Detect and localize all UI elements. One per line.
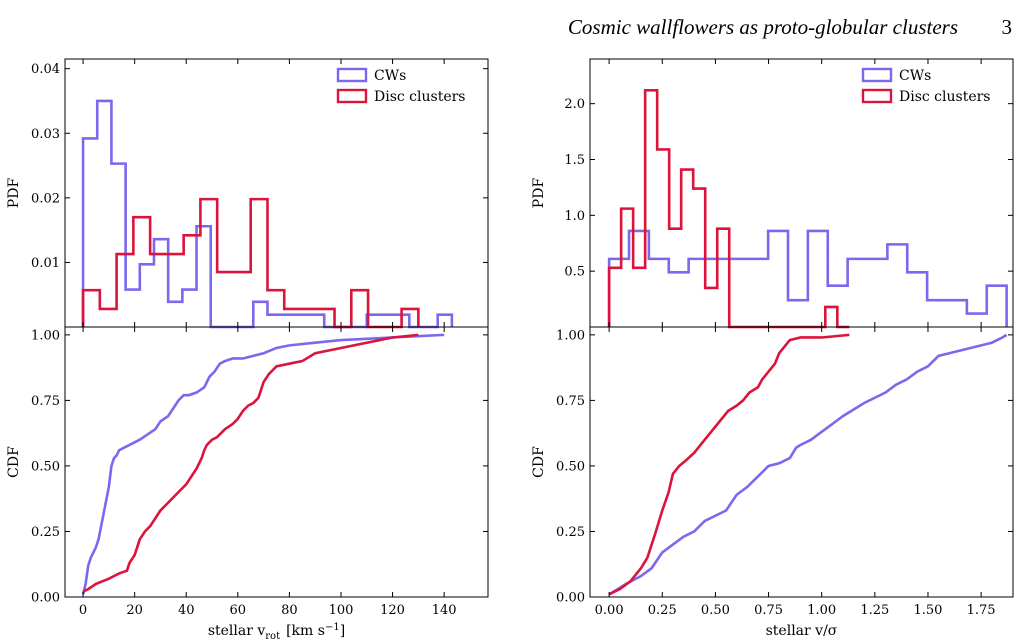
y-tick-label: 0.75 [31,394,60,409]
y-tick-label: 0.00 [556,591,585,606]
pdf-panel-v-over-sigma: 0.5 1.0 1.5 2.0 PDF CWs Disc clusters [531,58,1014,329]
y-tick-label: 1.00 [31,328,60,343]
y-tick-label: 0.04 [31,62,60,77]
x-tick-label: 140 [432,603,457,618]
x-tick-label: 40 [178,603,195,618]
y-tick-label: 0.50 [31,459,60,474]
x-tick-label: 0.50 [701,603,730,618]
x-axis-label-part-sub: rot [265,631,280,642]
axes-frame [64,326,489,598]
x-axis-label: stellar vrot [km s−1] [208,622,345,642]
legend-label: CWs [899,68,931,84]
x-tick-label: 100 [329,603,354,618]
y-axis-label: CDF [6,446,22,478]
x-tick-label: 0.25 [648,603,677,618]
x-tick-label: 0 [79,603,87,618]
histogram-cws [607,229,1008,327]
y-tick-label: 0.01 [31,256,60,271]
x-tick-label: 120 [380,603,405,618]
cdf-line-cws [608,333,1008,596]
y-tick-label: 0.75 [556,394,585,409]
cdf-line-disc-clusters [82,333,419,593]
y-tick-label: 1.00 [556,328,585,343]
y-axis-label: PDF [6,178,22,209]
x-tick-label: 80 [281,603,298,618]
page-number: 3 [1002,15,1013,39]
y-tick-label: 0.03 [31,127,60,142]
x-tick-label: 0.75 [754,603,783,618]
cdf-panel-vrot: 0 20 40 60 80 100 120 140 0.00 0.25 0.50 0.75 1.00 CD… [6,326,489,642]
y-tick-label: 0.25 [556,525,585,540]
x-tick-label: 20 [126,603,143,618]
pdf-panel-vrot: 0.01 0.02 0.03 0.04 PDF CWs Disc clusters [6,58,489,329]
y-tick-label: 0.50 [556,459,585,474]
legend-swatch [861,67,893,83]
x-axis-label-part: stellar v [208,623,266,639]
x-tick-label: 1.75 [967,603,996,618]
legend-swatch [336,67,368,83]
y-axis-label: PDF [531,178,547,209]
y-axis-label: CDF [531,446,547,478]
histogram-disc-clusters [607,88,850,329]
cdf-line-disc-clusters [608,333,850,596]
legend-swatch [336,88,368,104]
y-tick-label: 0.02 [31,191,60,206]
x-tick-label: 0.00 [595,603,624,618]
y-tick-label: 0.5 [564,265,585,280]
legend-label: Disc clusters [899,89,991,105]
y-tick-label: 1.0 [564,209,585,224]
x-axis-label-part-unit: [km s [286,623,325,639]
x-tick-label: 1.25 [860,603,889,618]
x-axis-label-part-exp: −1 [325,622,340,633]
x-tick-label: 1.00 [807,603,836,618]
legend-label: CWs [374,68,406,84]
histogram-disc-clusters [81,197,420,329]
axes-frame [589,326,1014,598]
y-tick-label: 0.00 [31,591,60,606]
page-title: Cosmic wallflowers as proto-globular clu… [568,15,958,39]
legend-swatch [861,88,893,104]
y-tick-label: 0.25 [31,525,60,540]
y-tick-label: 1.5 [564,153,585,168]
cdf-panel-v-over-sigma: 0.00 0.25 0.50 0.75 1.00 1.25 1.50 1.75 0.00 0.25… [531,326,1014,639]
x-tick-label: 60 [230,603,247,618]
x-tick-label: 1.50 [913,603,942,618]
cdf-line-cws [81,333,445,595]
legend-label: Disc clusters [374,89,466,105]
y-tick-label: 2.0 [564,97,585,112]
x-axis-label-part-close: ] [340,623,345,639]
x-axis-label: stellar v/σ [766,623,838,639]
x-axis-label-part: stellar v/σ [766,623,838,639]
